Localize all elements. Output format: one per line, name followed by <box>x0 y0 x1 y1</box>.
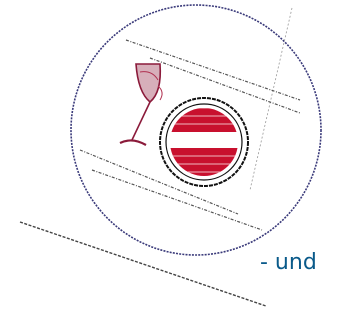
seal-edge-line <box>19 221 267 307</box>
wine-glass-icon <box>119 63 163 146</box>
caption-text: - und <box>260 250 317 275</box>
seal-edge-line-right <box>249 7 293 191</box>
seal-text-lower <box>79 149 263 231</box>
seal-outer-ring <box>70 4 322 256</box>
red-white-red-stripes-icon <box>159 97 249 187</box>
seal-text-upper <box>125 39 301 114</box>
